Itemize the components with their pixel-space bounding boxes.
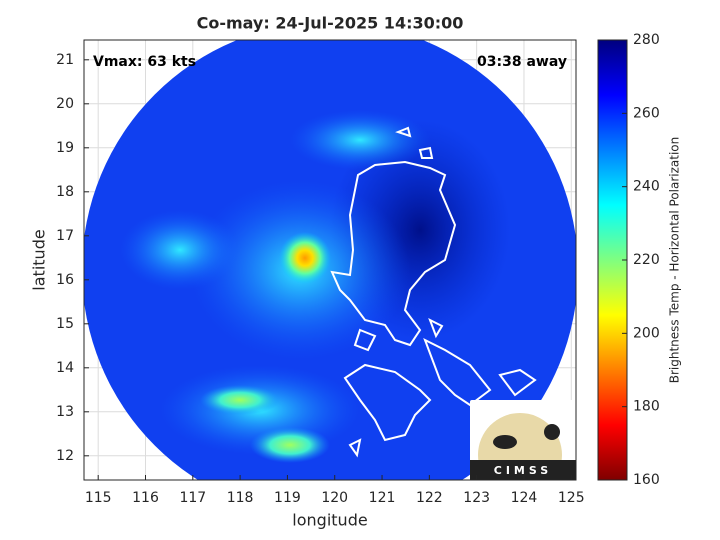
- x-tick-label: 119: [274, 490, 301, 506]
- eye: [279, 232, 331, 284]
- y-tick-label: 19: [56, 140, 74, 156]
- colorbar-label: Brightness Temp - Horizontal Polarizatio…: [668, 137, 682, 384]
- y-tick-label: 16: [56, 272, 74, 288]
- annotation: Vmax: 63 kts: [93, 54, 196, 70]
- colorbar-tick-label: 280: [633, 32, 660, 48]
- band: [200, 385, 280, 415]
- colorbar-tick-label: 200: [633, 325, 660, 341]
- colorbar-tick-label: 160: [633, 472, 660, 488]
- y-tick-label: 18: [56, 184, 74, 200]
- logo-dish: [493, 435, 517, 449]
- colorbar-tick-label: 260: [633, 105, 660, 121]
- colorbar-tick-label: 240: [633, 179, 660, 195]
- y-tick-label: 20: [56, 96, 74, 112]
- band: [250, 427, 330, 463]
- x-tick-label: 117: [179, 490, 206, 506]
- y-tick-label: 15: [56, 316, 74, 332]
- colorbar-tick-label: 220: [633, 252, 660, 268]
- band: [290, 110, 430, 170]
- logo-text: CIMSS: [494, 464, 552, 477]
- x-axis-label: longitude: [292, 511, 367, 530]
- x-tick-label: 122: [416, 490, 443, 506]
- colorbar-tick-label: 180: [633, 399, 660, 415]
- x-tick-label: 123: [463, 490, 490, 506]
- annotation: 03:38 away: [477, 54, 567, 70]
- x-tick-label: 120: [321, 490, 348, 506]
- coastline: [330, 126, 537, 458]
- x-tick-label: 125: [558, 490, 585, 506]
- band: [120, 210, 240, 290]
- x-tick-label: 124: [511, 490, 538, 506]
- logo-band: [470, 460, 576, 480]
- logo-tower: [544, 424, 560, 440]
- satellite-image: CIMSS: [84, 40, 576, 480]
- x-tick-label: 121: [369, 490, 396, 506]
- y-tick-label: 14: [56, 360, 74, 376]
- y-tick-label: 21: [56, 52, 74, 68]
- y-tick-label: 12: [56, 448, 74, 464]
- x-tick-label: 116: [132, 490, 159, 506]
- x-tick-label: 118: [227, 490, 254, 506]
- chart-title: Co-may: 24-Jul-2025 14:30:00: [197, 14, 464, 33]
- y-tick-label: 13: [56, 404, 74, 420]
- y-axis-label: latitude: [30, 229, 49, 290]
- plot-frame: [83, 39, 577, 481]
- y-tick-label: 17: [56, 228, 74, 244]
- x-tick-label: 115: [85, 490, 112, 506]
